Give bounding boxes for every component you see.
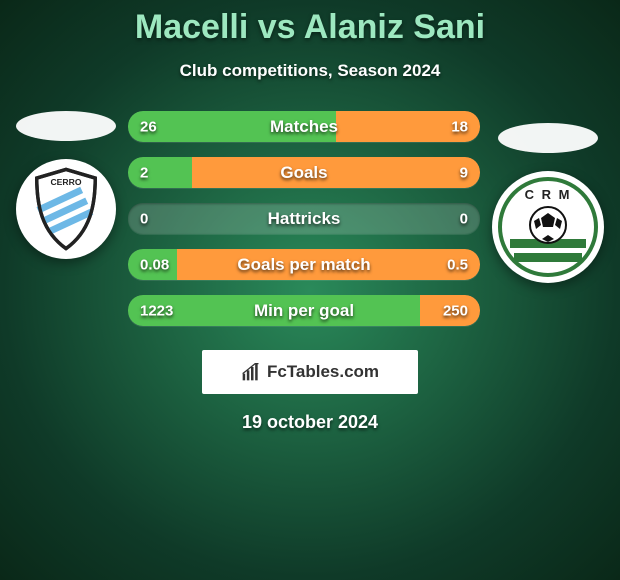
stat-value-right: 250 xyxy=(443,302,468,319)
halo-left xyxy=(16,111,116,141)
stat-bar: 0.08 0.5 Goals per match xyxy=(128,249,480,280)
stat-value-right: 0.5 xyxy=(447,256,468,273)
team-right-shield-icon: C R M xyxy=(498,177,598,277)
comparison-infographic: Macelli vs Alaniz Sani Club competitions… xyxy=(0,0,620,433)
stat-label: Min per goal xyxy=(254,301,354,321)
team-left-shield-icon: CERRO xyxy=(23,166,109,252)
main-row: CERRO 2618Matches29Goals00Hattricks0.080… xyxy=(0,111,620,326)
stat-bar: 26 18 Matches xyxy=(128,111,480,142)
team-left-logo-text: CERRO xyxy=(50,177,81,187)
page-title: Macelli vs Alaniz Sani xyxy=(0,8,620,47)
stat-seg-right xyxy=(192,157,480,188)
left-side: CERRO xyxy=(16,111,116,259)
stat-label: Goals per match xyxy=(237,255,370,275)
stat-value-left: 0 xyxy=(140,210,148,227)
chart-icon xyxy=(241,362,261,382)
stat-value-right: 18 xyxy=(451,118,468,135)
team-left-logo: CERRO xyxy=(16,159,116,259)
stat-value-left: 1223 xyxy=(140,302,173,319)
stat-label: Matches xyxy=(270,117,338,137)
halo-right xyxy=(498,123,598,153)
watermark[interactable]: FcTables.com xyxy=(202,350,418,394)
stat-label: Hattricks xyxy=(268,209,341,229)
date-label: 19 october 2024 xyxy=(0,412,620,433)
stat-bars: 26 18 Matches 2 9 Goals 0 0 Hattricks 0.08 0.5 Goal… xyxy=(128,111,480,326)
stat-value-right: 9 xyxy=(460,164,468,181)
stat-bar: 0 0 Hattricks xyxy=(128,203,480,234)
stat-bar: 2 9 Goals xyxy=(128,157,480,188)
stat-bar: 1223 250 Min per goal xyxy=(128,295,480,326)
stat-value-right: 0 xyxy=(460,210,468,227)
page-subtitle: Club competitions, Season 2024 xyxy=(0,61,620,81)
team-right-logo-text: C R M xyxy=(525,187,572,202)
team-right-logo: C R M xyxy=(492,171,604,283)
stat-value-left: 26 xyxy=(140,118,157,135)
stat-value-left: 2 xyxy=(140,164,148,181)
stat-value-left: 0.08 xyxy=(140,256,169,273)
stat-seg-left xyxy=(128,157,192,188)
watermark-text: FcTables.com xyxy=(267,362,379,382)
right-side: C R M xyxy=(492,111,604,283)
stat-label: Goals xyxy=(280,163,327,183)
